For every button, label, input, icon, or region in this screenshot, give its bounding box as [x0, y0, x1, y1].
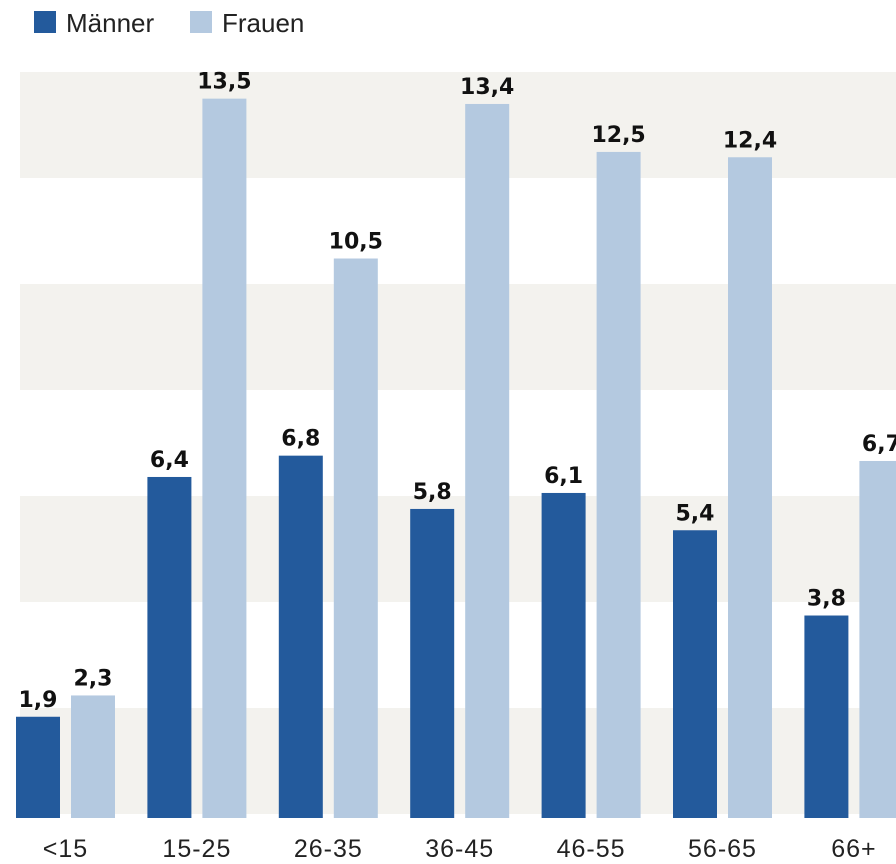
bars [16, 98, 896, 818]
data-label-maenner: 3,8 [807, 587, 846, 612]
bar-maenner [147, 476, 192, 818]
data-label-maenner: 1,9 [19, 688, 58, 713]
data-label-maenner: 5,8 [413, 480, 452, 505]
data-label-frauen: 10,5 [329, 230, 383, 255]
category-label: 66+ [831, 835, 876, 863]
category-label: 56-65 [688, 835, 757, 863]
bar-maenner [673, 530, 717, 818]
bar-maenner [804, 615, 849, 818]
bar-frauen [596, 151, 641, 818]
bar-frauen [71, 695, 115, 818]
bar-frauen [465, 103, 510, 818]
data-label-frauen: 12,4 [723, 128, 777, 153]
legend-swatch-frauen [190, 11, 212, 33]
bar-frauen [333, 258, 378, 818]
category-labels: <15 15-25 26-35 36-45 46-55 56-65 66+ [43, 835, 876, 863]
legend-swatch-maenner [34, 11, 56, 33]
legend-label-maenner: Männer [66, 8, 154, 38]
bar-maenner [16, 716, 60, 818]
data-label-maenner: 6,4 [150, 448, 189, 473]
category-label: <15 [43, 835, 88, 863]
legend-label-frauen: Frauen [222, 8, 304, 38]
data-label-frauen: 13,4 [460, 75, 514, 100]
bar-frauen [728, 157, 772, 818]
bar-frauen [859, 460, 896, 818]
bar-maenner [541, 492, 586, 818]
category-label: 46-55 [557, 835, 626, 863]
data-label-maenner: 6,1 [544, 464, 583, 489]
data-label-frauen: 13,5 [197, 70, 251, 95]
data-label-frauen: 12,5 [591, 123, 645, 148]
value-labels: 1,9 2,3 6,4 13,5 6,8 10,5 5,8 13,4 6,1 12,5 5,4 12,… [19, 70, 896, 713]
legend: Männer Frauen [34, 8, 304, 38]
data-label-maenner: 5,4 [676, 501, 715, 526]
bar-maenner [278, 455, 323, 818]
bar-frauen [202, 98, 247, 818]
data-label-maenner: 6,8 [281, 427, 320, 452]
data-label-frauen: 6,7 [862, 432, 896, 457]
category-label: 26-35 [294, 835, 363, 863]
bar-maenner [410, 508, 455, 818]
category-label: 15-25 [162, 835, 231, 863]
category-label: 36-45 [425, 835, 494, 863]
data-label-frauen: 2,3 [74, 666, 113, 691]
